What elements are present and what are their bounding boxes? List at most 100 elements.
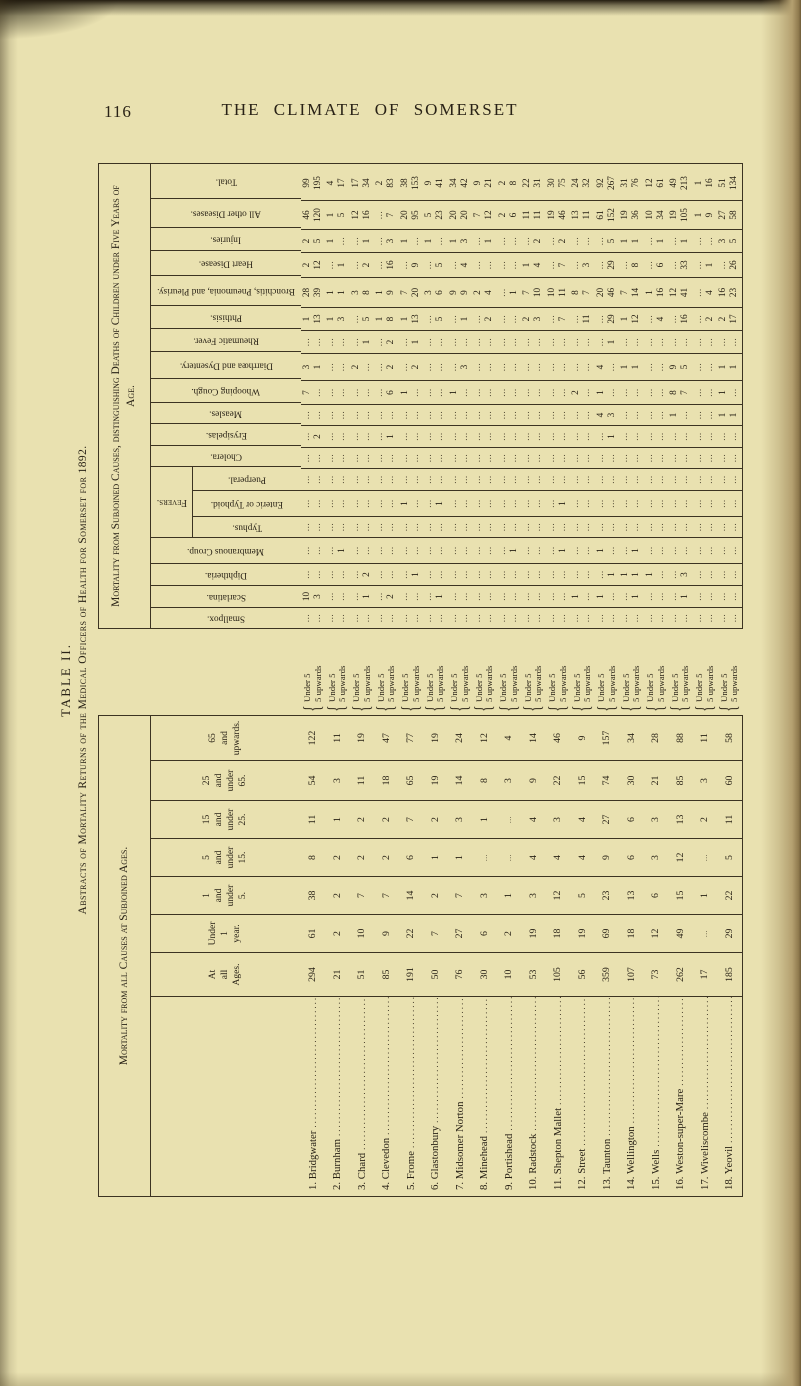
upwards-value: 5: [680, 364, 691, 370]
under5-value: 10: [301, 591, 312, 602]
age-value-cell: ...: [692, 838, 718, 876]
upwards-value: ...: [557, 522, 568, 532]
cause-pair-cell: ......: [692, 585, 718, 607]
under5-value: ...: [375, 522, 386, 532]
under5-value: 46: [301, 210, 312, 220]
upwards-value: ...: [508, 613, 519, 623]
cause-pair-cell: ... 1: [668, 229, 693, 252]
under5-value: 28: [301, 287, 312, 298]
cause-pair-cell: ......: [447, 468, 473, 490]
cause-pair-cell: ......: [717, 607, 742, 628]
cause-pair-cell: ... 9: [398, 252, 424, 277]
cause-pair-cell: ......: [692, 447, 718, 468]
age-value-cell: 11: [717, 800, 742, 838]
upwards-value: ...: [606, 475, 617, 484]
cause-pair-cell: ... 26: [717, 252, 742, 277]
group-header-causes: Mortality from Subjoined Causes, disting…: [98, 164, 151, 628]
cause-pair-cell: 19 46: [545, 200, 571, 229]
upwards-value: 11: [557, 288, 568, 297]
under5-value: ...: [326, 613, 337, 623]
upwards-value: ...: [582, 499, 593, 508]
district-name-text: 13. Taunton: [600, 1138, 613, 1190]
under5-value: ...: [424, 592, 435, 601]
under5-value: 1: [595, 594, 606, 599]
under5-value: ...: [546, 362, 557, 372]
cause-pair-cell: 1...: [668, 404, 693, 425]
under5-label: Under 5: [571, 673, 582, 702]
cause-pair-cell: ......: [423, 516, 448, 537]
cause-pair-cell: 12 41: [668, 277, 693, 307]
ages-strip-spacer: [98, 629, 301, 715]
brace-icon: {: [691, 705, 718, 712]
upwards-label: 5 upwards: [655, 665, 666, 702]
cause-pair-cell: ......: [668, 468, 693, 490]
upwards-value: ...: [484, 613, 495, 623]
upwards-value: 2: [410, 364, 421, 370]
age-value-cell: 4: [570, 838, 595, 876]
under5-value: ...: [375, 592, 386, 601]
upwards-value: ...: [484, 570, 495, 579]
cause-pair-cell: ......: [668, 330, 693, 353]
cause-pair-cell: ......: [300, 516, 326, 537]
under5-value: 1: [571, 594, 582, 599]
under5-value: ...: [473, 236, 484, 246]
under5-value: ...: [326, 410, 337, 420]
upwards-label: 5 upwards: [729, 665, 740, 702]
brace-icon: {: [544, 705, 571, 712]
age-value-cell: 1: [423, 838, 448, 876]
cause-pair-cell: ......: [398, 425, 424, 447]
upwards-value: ...: [680, 337, 691, 347]
age-value-cell: 7: [398, 800, 424, 838]
district-name: 16. Weston-super-Mare...................…: [668, 996, 693, 1196]
age-value-cell: 359: [594, 952, 620, 996]
cause-pair-cell: ......: [325, 353, 350, 380]
under5-value: ...: [424, 388, 435, 397]
cause-pair-cell: ......: [619, 404, 644, 425]
cause-pair-cell: ......: [692, 490, 718, 516]
upwards-value: ...: [680, 453, 691, 463]
age-value-cell: 14: [527, 733, 539, 743]
cause-pair-cell: ......: [521, 425, 546, 447]
upwards-value: ...: [312, 546, 323, 555]
age-value-cell: 19: [356, 733, 368, 743]
cause-pair-cell: ... 2: [349, 563, 375, 585]
under5-value: ...: [571, 546, 582, 555]
under5-value: ...: [473, 592, 484, 601]
under5-value: ...: [620, 410, 631, 420]
under5-value: ...: [448, 314, 459, 324]
cause-pair-cell: ... 7: [545, 252, 571, 277]
age-value-cell: 10: [349, 914, 375, 952]
cause-pair-cell: ......: [496, 607, 522, 628]
age-value-cell: 76: [447, 952, 473, 996]
upwards-value: ...: [557, 410, 568, 420]
upwards-value: 4: [484, 290, 495, 295]
upwards-value: ...: [508, 592, 519, 601]
under5-value: ...: [693, 314, 704, 324]
upwards-value: 6: [655, 262, 666, 268]
upwards-value: 1: [361, 594, 372, 599]
under5-value: ...: [375, 499, 386, 508]
fevers-group-label: Fevers.: [150, 467, 193, 537]
upwards-value: 5: [435, 316, 446, 322]
leader-dots: ........................................…: [699, 997, 710, 1110]
cause-pair-cell: ......: [472, 607, 497, 628]
cause-pair-cell: ... 11: [570, 307, 595, 330]
cause-pair-cell: 1...: [423, 229, 448, 252]
upwards-value: ...: [582, 592, 593, 601]
upwards-value: 5: [606, 238, 617, 244]
cause-pair-cell: ......: [325, 447, 350, 468]
upwards-value: 3: [312, 594, 323, 599]
under5-value: ...: [571, 522, 582, 532]
cause-pair-cell: 22 31: [521, 166, 546, 200]
age-value-cell: 65: [398, 760, 424, 800]
under5-value: ...: [448, 499, 459, 508]
age-value-cell: 1: [496, 876, 522, 914]
under5-value: ...: [522, 570, 533, 579]
column-header-cause-17: All other Diseases.: [150, 198, 301, 227]
cause-pair-cell: 1...: [398, 490, 424, 516]
cause-pair-cell: ......: [472, 563, 497, 585]
